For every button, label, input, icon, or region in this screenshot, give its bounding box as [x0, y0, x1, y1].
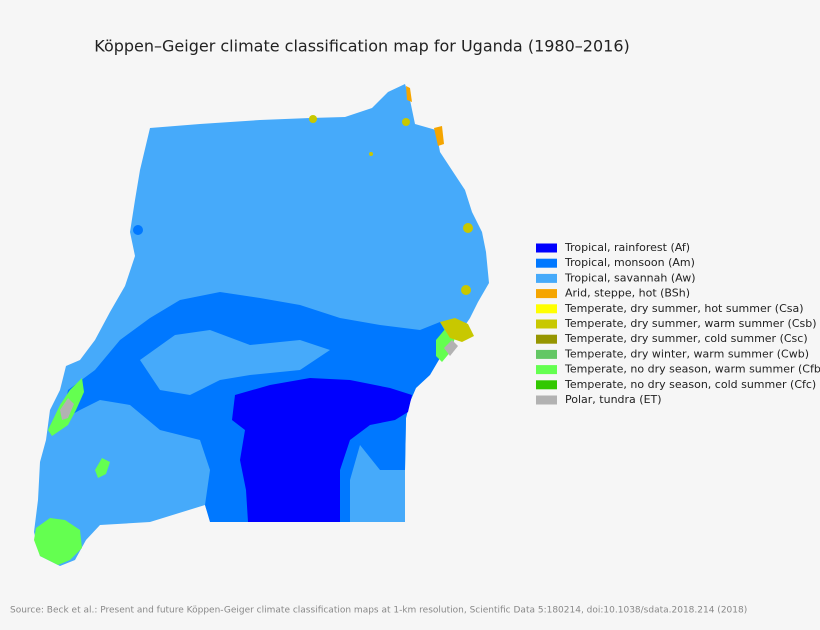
region-cfb [34, 518, 82, 565]
region-aw-patch [140, 330, 330, 395]
region-csb [309, 115, 317, 123]
legend-label: Temperate, dry winter, warm summer (Cwb) [564, 347, 809, 360]
legend-swatch [536, 289, 557, 299]
region-bsh [406, 86, 412, 102]
region-csb [463, 223, 473, 233]
legend-swatch [536, 258, 557, 268]
region-csb [369, 152, 373, 156]
region-cfb [95, 458, 110, 478]
legend-swatch [536, 380, 557, 390]
legend: Tropical, rainforest (Af) Tropical, monso… [536, 241, 820, 406]
legend-label: Polar, tundra (ET) [565, 393, 662, 406]
legend-label: Tropical, monsoon (Am) [564, 256, 695, 269]
region-csb [461, 285, 471, 295]
region-csb [440, 318, 474, 342]
legend-label: Arid, steppe, hot (BSh) [565, 287, 690, 300]
legend-label: Temperate, dry summer, hot summer (Csa) [564, 302, 804, 315]
legend-label: Temperate, dry summer, cold summer (Csc) [564, 332, 808, 345]
legend-swatch [536, 334, 557, 344]
legend-label: Temperate, no dry season, warm summer (C… [564, 363, 820, 376]
legend-label: Tropical, savannah (Aw) [564, 271, 696, 284]
legend-label: Temperate, dry summer, warm summer (Csb) [564, 317, 817, 330]
region-af [232, 378, 412, 522]
legend-swatch [536, 349, 557, 359]
legend-swatch [536, 365, 557, 375]
legend-swatch [536, 273, 557, 283]
legend-swatch [536, 395, 557, 405]
legend-swatch [536, 243, 557, 253]
source-note: Source: Beck et al.: Present and future … [10, 606, 747, 616]
title: Köppen–Geiger climate classification map… [94, 37, 630, 56]
legend-swatch [536, 319, 557, 329]
legend-swatch [536, 304, 557, 314]
region-et [60, 398, 74, 420]
region-csb [402, 118, 410, 126]
legend-label: Tropical, rainforest (Af) [564, 241, 690, 254]
region-et [444, 340, 458, 356]
region-am-spot [250, 314, 262, 326]
uganda-map [34, 84, 489, 566]
legend-label: Temperate, no dry season, cold summer (C… [564, 378, 816, 391]
region-bsh [434, 126, 444, 146]
region-am-spot [133, 225, 143, 235]
